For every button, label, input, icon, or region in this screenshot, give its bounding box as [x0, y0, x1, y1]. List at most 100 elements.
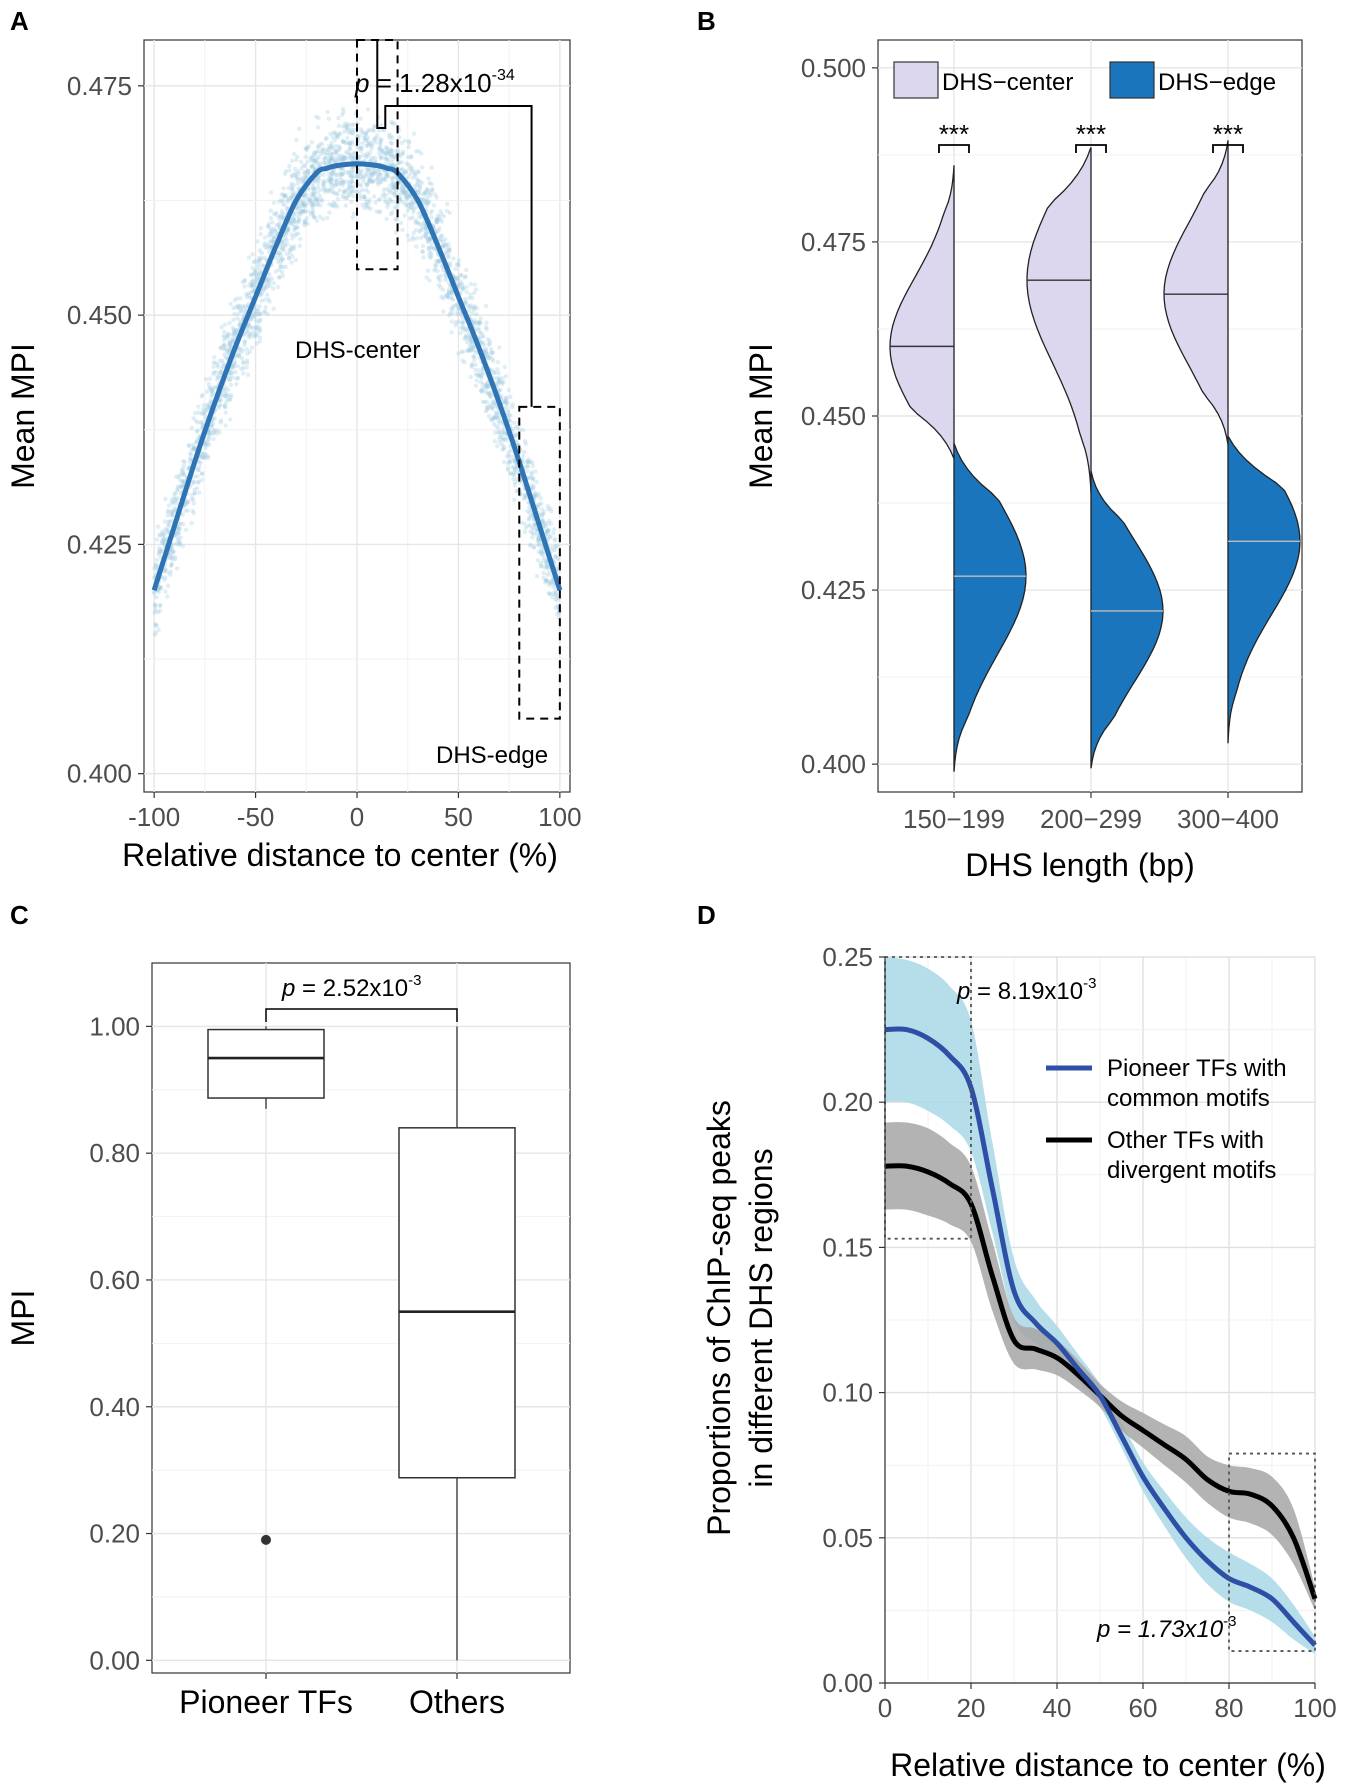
scatter-point	[216, 405, 221, 411]
scatter-point	[526, 459, 531, 465]
scatter-point	[252, 270, 257, 276]
scatter-point	[436, 217, 441, 222]
y-tick-label: 0.400	[67, 759, 132, 789]
scatter-point	[197, 490, 202, 495]
scatter-point	[230, 339, 235, 344]
scatter-point	[311, 202, 317, 207]
scatter-point	[534, 530, 540, 535]
scatter-point	[271, 211, 277, 216]
scatter-point	[387, 197, 392, 202]
scatter-point	[265, 278, 271, 284]
scatter-point	[189, 493, 195, 498]
scatter-point	[347, 192, 352, 197]
scatter-point	[286, 227, 291, 232]
scatter-point	[295, 214, 301, 219]
scatter-point	[504, 401, 510, 406]
scatter-point	[472, 305, 477, 310]
scatter-point	[410, 197, 415, 202]
scatter-point	[416, 181, 421, 186]
panel-a-x-ticks: -100 -50 0 50 100	[128, 792, 582, 832]
scatter-point	[327, 202, 332, 207]
scatter-point	[484, 382, 489, 387]
scatter-point	[528, 542, 533, 548]
scatter-point	[345, 127, 350, 133]
scatter-point	[291, 227, 297, 233]
scatter-point	[459, 349, 464, 355]
scatter-point	[291, 212, 297, 217]
scatter-point	[290, 236, 295, 241]
scatter-point	[444, 201, 450, 207]
scatter-point	[257, 311, 262, 316]
scatter-point	[477, 374, 483, 379]
scatter-point	[231, 305, 236, 311]
scatter-point	[172, 497, 178, 502]
scatter-point	[421, 255, 426, 260]
scatter-point	[389, 160, 394, 165]
scatter-point	[505, 466, 511, 471]
scatter-point	[415, 220, 420, 225]
scatter-point	[276, 215, 281, 220]
scatter-point	[383, 199, 388, 205]
scatter-point	[426, 199, 431, 204]
scatter-point	[428, 210, 433, 216]
scatter-point	[456, 262, 462, 268]
scatter-point	[268, 239, 273, 244]
scatter-point	[162, 519, 167, 524]
scatter-point	[347, 173, 352, 178]
scatter-point	[376, 172, 381, 178]
scatter-point	[245, 351, 250, 356]
scatter-point	[399, 160, 405, 165]
scatter-point	[251, 314, 257, 320]
scatter-point	[370, 178, 375, 183]
scatter-point	[381, 187, 387, 192]
scatter-point	[162, 539, 167, 544]
scatter-point	[435, 269, 440, 274]
scatter-point	[311, 191, 317, 196]
scatter-point	[170, 513, 175, 518]
scatter-point	[153, 562, 158, 567]
scatter-point	[427, 180, 432, 186]
scatter-point	[411, 200, 417, 205]
scatter-point	[391, 191, 397, 196]
scatter-point	[377, 145, 382, 151]
scatter-point	[169, 562, 174, 567]
scatter-point	[513, 466, 519, 471]
scatter-point	[492, 370, 497, 376]
scatter-point	[484, 384, 489, 389]
scatter-point	[223, 385, 229, 390]
scatter-point	[191, 445, 197, 450]
scatter-point	[471, 354, 477, 360]
scatter-point	[180, 471, 186, 476]
scatter-point	[257, 329, 262, 334]
panel-d-top-box	[884, 956, 972, 1240]
scatter-point	[230, 325, 235, 330]
scatter-point	[449, 290, 454, 295]
scatter-point	[419, 165, 425, 170]
scatter-point	[158, 586, 163, 592]
scatter-point	[492, 430, 498, 435]
scatter-point	[495, 443, 500, 449]
scatter-point	[285, 227, 290, 233]
scatter-point	[402, 192, 407, 197]
scatter-point	[499, 432, 504, 438]
scatter-point	[349, 170, 355, 175]
scatter-point	[401, 151, 406, 156]
scatter-point	[439, 273, 444, 278]
scatter-point	[384, 186, 390, 192]
scatter-point	[507, 460, 512, 465]
scatter-point	[545, 503, 551, 509]
scatter-point	[552, 554, 558, 559]
scatter-point	[485, 405, 491, 410]
scatter-point	[301, 163, 306, 168]
scatter-point	[408, 200, 413, 206]
scatter-point	[311, 187, 317, 192]
scatter-point	[535, 574, 540, 579]
scatter-point	[284, 251, 289, 256]
scatter-point	[355, 134, 360, 139]
panel-b-legend-edge: DHS−edge	[1158, 69, 1276, 96]
scatter-point	[176, 474, 182, 479]
scatter-point	[331, 190, 337, 195]
scatter-point	[372, 171, 378, 176]
scatter-point	[443, 242, 449, 247]
